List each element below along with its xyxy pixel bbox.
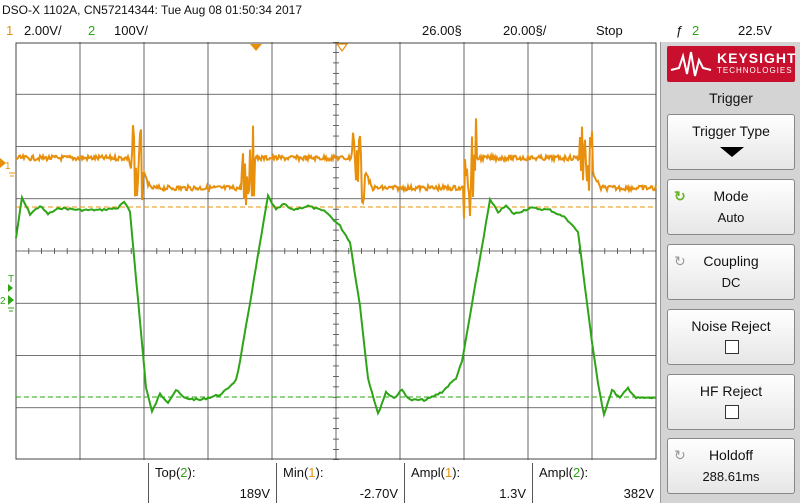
measurement-ampl-ch1[interactable]: Ampl(1): 1.3V — [404, 463, 532, 503]
rotate-icon: ↻ — [674, 188, 686, 204]
ch1-scale[interactable]: 2.00V/ — [24, 23, 62, 38]
meas-label: Ampl( — [539, 465, 573, 480]
mode-button[interactable]: ↻ Mode Auto — [667, 179, 795, 235]
keysight-logo: KEYSIGHT TECHNOLOGIES — [667, 46, 797, 82]
meas-channel: 1 — [308, 465, 316, 480]
instrument-title: DSO-X 1102A, CN57214344: Tue Aug 08 01:5… — [2, 3, 302, 17]
trigger-edge-icon: ƒ — [676, 23, 684, 38]
ch2-marker-label: 2 — [0, 296, 6, 307]
meas-label-suffix: ): — [187, 465, 196, 480]
meas-label-suffix: ): — [580, 465, 589, 480]
ch2-waveform — [15, 192, 657, 419]
hf-reject-button[interactable]: HF Reject — [667, 374, 795, 430]
softkey-label: Trigger Type — [692, 123, 770, 139]
meas-label-suffix: ): — [315, 465, 324, 480]
logo-text: KEYSIGHT — [717, 50, 797, 66]
softkey-label: Mode — [713, 188, 749, 204]
meas-label: Top( — [155, 465, 181, 480]
softkey-panel: KEYSIGHT TECHNOLOGIES Trigger Trigger Ty… — [660, 42, 800, 503]
time-delay[interactable]: 26.00§ — [422, 23, 462, 38]
softkey-value: DC — [721, 275, 741, 290]
ch2-scale[interactable]: 100V/ — [114, 23, 148, 38]
meas-channel: 2 — [572, 465, 581, 480]
measurement-ampl-ch2[interactable]: Ampl(2): 382V — [532, 463, 660, 503]
trigger-level[interactable]: 22.5V — [738, 23, 772, 38]
meas-empty-cell — [0, 463, 148, 503]
trigger-position-marker[interactable] — [250, 44, 262, 51]
ch2-number[interactable]: 2 — [88, 23, 96, 38]
meas-value: 1.3V — [499, 486, 526, 501]
meas-label: Ampl( — [411, 465, 445, 480]
trigger-type-button[interactable]: Trigger Type — [667, 114, 795, 170]
logo-subtext: TECHNOLOGIES — [717, 66, 793, 75]
holdoff-button[interactable]: ↻ Holdoff 288.61ms — [667, 438, 795, 494]
ch1-number[interactable]: 1 — [6, 23, 14, 38]
softkey-label: Holdoff — [708, 447, 754, 463]
graticule — [15, 42, 657, 460]
hf-reject-checkbox[interactable] — [725, 405, 739, 419]
ch1-ground-marker[interactable]: 1 — [0, 158, 15, 177]
trigger-marker-label: T — [8, 274, 14, 285]
ch2-ground-marker[interactable]: 2 — [0, 295, 14, 312]
softkey-value: 288.61ms — [702, 469, 760, 484]
meas-label: Min( — [283, 465, 309, 480]
ch1-waveform — [15, 118, 657, 219]
ch1-marker-label: 1 — [5, 161, 11, 172]
run-state[interactable]: Stop — [596, 23, 623, 38]
measurement-bar: Top(2): 189V Min(1): -2.70V Ampl(1): 1.3… — [0, 463, 660, 503]
submenu-arrow-icon — [720, 147, 744, 157]
title-bar: DSO-X 1102A, CN57214344: Tue Aug 08 01:5… — [0, 0, 800, 20]
meas-value: 382V — [623, 486, 654, 501]
meas-value: 189V — [239, 486, 270, 501]
coupling-button[interactable]: ↻ Coupling DC — [667, 244, 795, 300]
softkey-value: Auto — [717, 210, 745, 225]
trigger-source[interactable]: 2 — [692, 23, 700, 38]
measurement-top-ch2[interactable]: Top(2): 189V — [148, 463, 276, 503]
keysight-wave-icon — [670, 51, 712, 77]
softkey-label: Noise Reject — [691, 318, 771, 334]
softkey-label: Coupling — [703, 253, 759, 269]
noise-reject-checkbox[interactable] — [725, 340, 739, 354]
softkey-label: HF Reject — [699, 383, 763, 399]
status-bar: 1 2.00V/ 2 100V/ 26.00§ 20.00§/ Stop — [0, 20, 660, 42]
rotate-icon: ↻ — [674, 447, 686, 463]
meas-label-suffix: ): — [452, 465, 461, 480]
time-scale[interactable]: 20.00§/ — [503, 23, 547, 38]
waveform-display[interactable]: 1 T 2 — [0, 42, 660, 460]
measurement-min-ch1[interactable]: Min(1): -2.70V — [276, 463, 404, 503]
meas-channel: 1 — [444, 465, 453, 480]
trigger-level-marker[interactable]: T — [8, 274, 14, 292]
noise-reject-button[interactable]: Noise Reject — [667, 309, 795, 365]
meas-channel: 2 — [180, 465, 188, 480]
time-reference-marker[interactable] — [335, 43, 349, 53]
meas-value: -2.70V — [359, 486, 398, 501]
waveform-canvas[interactable]: 1 T 2 — [0, 42, 660, 460]
menu-title: Trigger — [709, 90, 753, 106]
trigger-status: ƒ 2 22.5V — [660, 20, 800, 42]
rotate-icon: ↻ — [674, 253, 686, 269]
